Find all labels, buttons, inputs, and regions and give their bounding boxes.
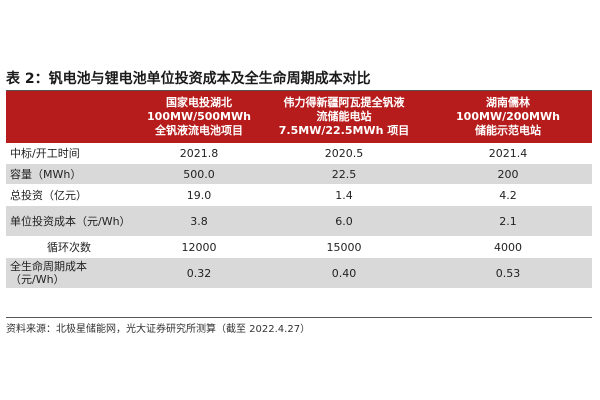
table-cell: 6.0 [264,205,424,237]
table-row: 中标/开工时间 2021.8 2020.5 2021.4 [6,143,592,164]
row-label: 全生命周期成本（元/Wh） [6,257,134,289]
header-cell-hubei: 国家电投湖北 100MW/500MWh 全钒液流电池项目 [134,91,264,143]
table-cell: 2020.5 [264,143,424,164]
top-rule [6,90,592,91]
table-cell: 2021.8 [134,143,264,164]
table-row: 循环次数 12000 15000 4000 [6,236,592,258]
header-cell-hunan: 湖南儒林 100MW/200MWh 储能示范电站 [424,91,592,143]
table-cell: 200 [424,163,592,185]
table-cell: 3.8 [134,205,264,237]
row-label: 单位投资成本（元/Wh） [6,205,134,237]
table-cell: 500.0 [134,163,264,185]
table-cell: 2.1 [424,205,592,237]
header-line: 储能示范电站 [475,124,541,137]
header-line: 伟力得新疆阿瓦提全钒液 [283,96,405,109]
header-line: 7.5MW/22.5MWh 项目 [278,124,410,137]
row-label: 容量（MWh） [6,163,134,185]
header-row: 国家电投湖北 100MW/500MWh 全钒液流电池项目 伟力得新疆阿瓦提全钒液… [6,91,592,143]
table-cell: 22.5 [264,163,424,185]
table-cell: 4.2 [424,184,592,206]
header-cell-xinjiang: 伟力得新疆阿瓦提全钒液 流储能电站 7.5MW/22.5MWh 项目 [264,91,424,143]
header-line: 湖南儒林 [486,96,530,109]
table-cell: 0.32 [134,257,264,289]
header-line: 100MW/200MWh [456,110,560,123]
table-cell: 1.4 [264,184,424,206]
table-title: 表 2：钒电池与锂电池单位投资成本及全生命周期成本对比 [6,71,371,87]
header-line: 全钒液流电池项目 [155,124,243,137]
table-row: 总投资（亿元） 19.0 1.4 4.2 [6,184,592,206]
table-cell: 15000 [264,236,424,258]
table-cell: 12000 [134,236,264,258]
cost-comparison-table: 国家电投湖北 100MW/500MWh 全钒液流电池项目 伟力得新疆阿瓦提全钒液… [6,91,592,289]
row-label: 总投资（亿元） [6,184,134,206]
header-line: 国家电投湖北 [166,96,232,109]
table-cell: 19.0 [134,184,264,206]
header-cell-blank [6,91,134,143]
table-row: 全生命周期成本（元/Wh） 0.32 0.40 0.53 [6,257,592,289]
table-row: 单位投资成本（元/Wh） 3.8 6.0 2.1 [6,205,592,237]
table-cell: 0.53 [424,257,592,289]
table-cell: 0.40 [264,257,424,289]
header-line: 流储能电站 [316,110,372,123]
row-label: 循环次数 [6,236,134,258]
table-cell: 2021.4 [424,143,592,164]
table-cell: 4000 [424,236,592,258]
row-label: 中标/开工时间 [6,143,134,164]
bottom-rule [6,317,592,318]
table-row: 容量（MWh） 500.0 22.5 200 [6,163,592,185]
source-note: 资料来源：北极星储能网，光大证券研究所测算（截至 2022.4.27） [6,324,311,335]
header-line: 100MW/500MWh [147,110,251,123]
